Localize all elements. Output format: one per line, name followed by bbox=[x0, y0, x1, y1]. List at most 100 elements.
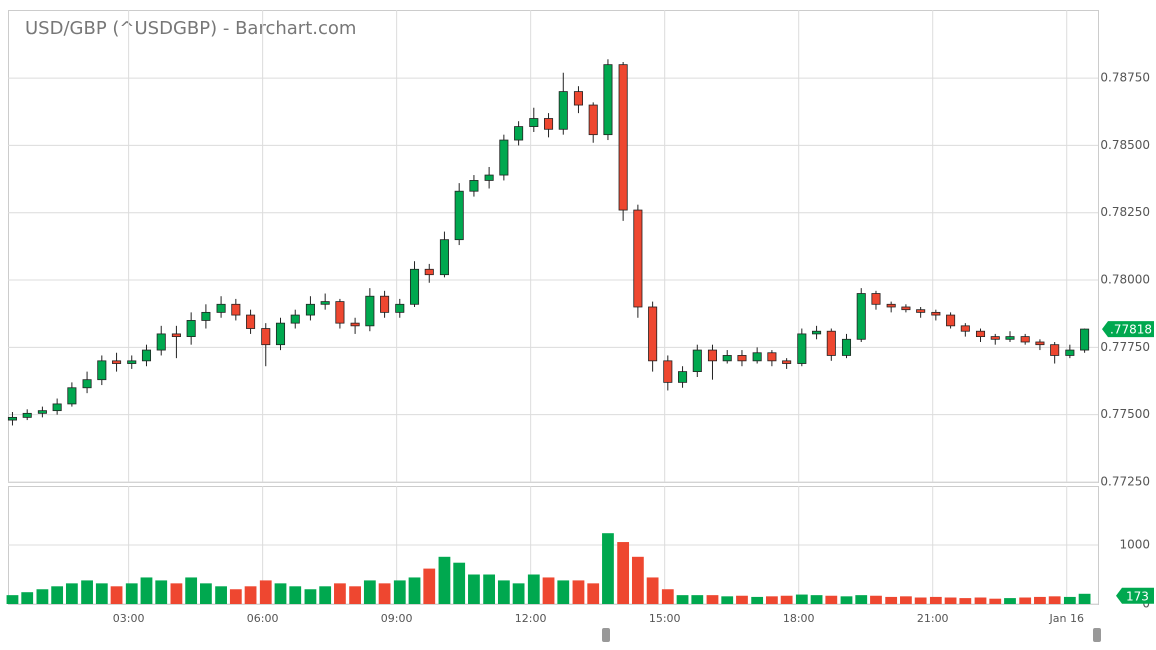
volume-bar bbox=[825, 595, 838, 604]
x-tick-label: 03:00 bbox=[113, 612, 145, 625]
volume-bar bbox=[751, 596, 764, 604]
volume-bar bbox=[378, 583, 391, 604]
candle-body bbox=[335, 301, 345, 324]
x-tick-label: 18:00 bbox=[783, 612, 815, 625]
y2-tick-label: 1000 bbox=[1119, 538, 1150, 552]
volume-bar bbox=[542, 577, 555, 604]
candle-body bbox=[1005, 336, 1015, 340]
volume-bar bbox=[795, 594, 808, 604]
volume-bar bbox=[1019, 597, 1032, 604]
candle-body bbox=[231, 303, 241, 316]
volume-bar bbox=[319, 586, 332, 604]
volume-bar bbox=[468, 574, 480, 604]
candle-body bbox=[424, 268, 434, 276]
volume-bar bbox=[944, 597, 957, 604]
volume-bar bbox=[244, 586, 257, 604]
candle-body bbox=[692, 349, 702, 373]
chart-title: USD/GBP (^USDGBP) - Barchart.com bbox=[25, 18, 356, 39]
volume-bar bbox=[1034, 596, 1046, 604]
volume-bar bbox=[229, 589, 242, 604]
volume-bar bbox=[363, 580, 376, 604]
candle-body bbox=[112, 360, 122, 364]
candle-body bbox=[544, 118, 554, 130]
candle-body bbox=[365, 295, 375, 327]
volume-bar bbox=[200, 583, 212, 604]
volume-bar bbox=[736, 595, 748, 604]
candle-body bbox=[275, 322, 286, 346]
volume-bar bbox=[587, 583, 600, 604]
volume-bar bbox=[646, 577, 659, 604]
volume-bar bbox=[438, 556, 451, 604]
candle-body bbox=[931, 311, 941, 316]
candle-body bbox=[1065, 349, 1075, 356]
candle-body bbox=[558, 91, 568, 130]
candle-body bbox=[171, 333, 181, 338]
candle-body bbox=[901, 306, 911, 311]
candle-body bbox=[82, 379, 92, 389]
candle-body bbox=[1020, 336, 1030, 343]
volume-bar bbox=[870, 595, 882, 604]
volume-bar bbox=[393, 580, 406, 604]
candle-body bbox=[67, 387, 77, 405]
candle-body bbox=[886, 303, 896, 308]
scroll-handle[interactable] bbox=[602, 628, 610, 642]
candle-body bbox=[156, 333, 166, 351]
candle-body bbox=[529, 118, 539, 127]
volume-bar bbox=[483, 574, 496, 604]
candle-body bbox=[871, 293, 881, 305]
candle-body bbox=[1050, 344, 1060, 356]
y-tick-label: 0.78750 bbox=[1100, 71, 1150, 85]
volume-bar bbox=[706, 595, 719, 604]
candle-body bbox=[22, 412, 32, 418]
candle-body bbox=[826, 330, 836, 356]
candle-body bbox=[960, 325, 970, 332]
volume-bar bbox=[959, 598, 972, 604]
y-tick-label: 0.77500 bbox=[1100, 407, 1150, 421]
candle-body bbox=[990, 336, 1000, 340]
volume-bar bbox=[929, 596, 942, 604]
volume-bar bbox=[810, 595, 823, 604]
candle-body bbox=[916, 309, 926, 313]
volume-bar bbox=[1078, 593, 1091, 604]
candle-body bbox=[856, 293, 866, 340]
volume-bar bbox=[617, 542, 630, 604]
x-tick-label: Jan 16 bbox=[1049, 612, 1084, 625]
candle-body bbox=[395, 303, 405, 313]
y-tick-label: 0.77750 bbox=[1100, 340, 1150, 354]
volume-bar bbox=[334, 583, 346, 604]
y-tick-label: 0.78500 bbox=[1100, 138, 1150, 152]
volume-bar bbox=[1063, 596, 1076, 604]
volume-bar bbox=[453, 562, 466, 604]
candle-body bbox=[737, 355, 747, 362]
candle-body bbox=[618, 64, 628, 211]
volume-bar bbox=[110, 586, 123, 604]
y-tick-label: 0.77250 bbox=[1100, 475, 1150, 489]
volume-bar bbox=[125, 583, 138, 604]
last-price-label: .77818 bbox=[1110, 323, 1152, 337]
volume-bar bbox=[81, 580, 93, 604]
scroll-handle[interactable] bbox=[1093, 628, 1101, 642]
candle-body bbox=[141, 349, 152, 362]
volume-bar bbox=[765, 596, 778, 604]
y-tick-label: 0.78000 bbox=[1100, 273, 1150, 287]
volume-bar bbox=[36, 589, 49, 604]
volume-bar bbox=[6, 595, 19, 604]
candle-body bbox=[752, 352, 762, 362]
candle-body bbox=[648, 306, 658, 362]
candle-body bbox=[678, 371, 688, 383]
x-tick-label: 15:00 bbox=[649, 612, 681, 625]
candle-body bbox=[186, 320, 196, 338]
candle-body bbox=[127, 360, 137, 364]
volume-bar bbox=[974, 597, 987, 604]
candle-body bbox=[454, 190, 464, 241]
candle-body bbox=[97, 360, 107, 381]
volume-bar bbox=[51, 586, 64, 604]
candle-body bbox=[1035, 341, 1045, 346]
volume-bar bbox=[21, 592, 34, 604]
candle-body bbox=[499, 139, 509, 176]
candle-body bbox=[588, 104, 598, 136]
last-price-tag bbox=[1102, 321, 1154, 338]
volume-bar bbox=[527, 574, 540, 604]
candle-body bbox=[201, 311, 211, 321]
